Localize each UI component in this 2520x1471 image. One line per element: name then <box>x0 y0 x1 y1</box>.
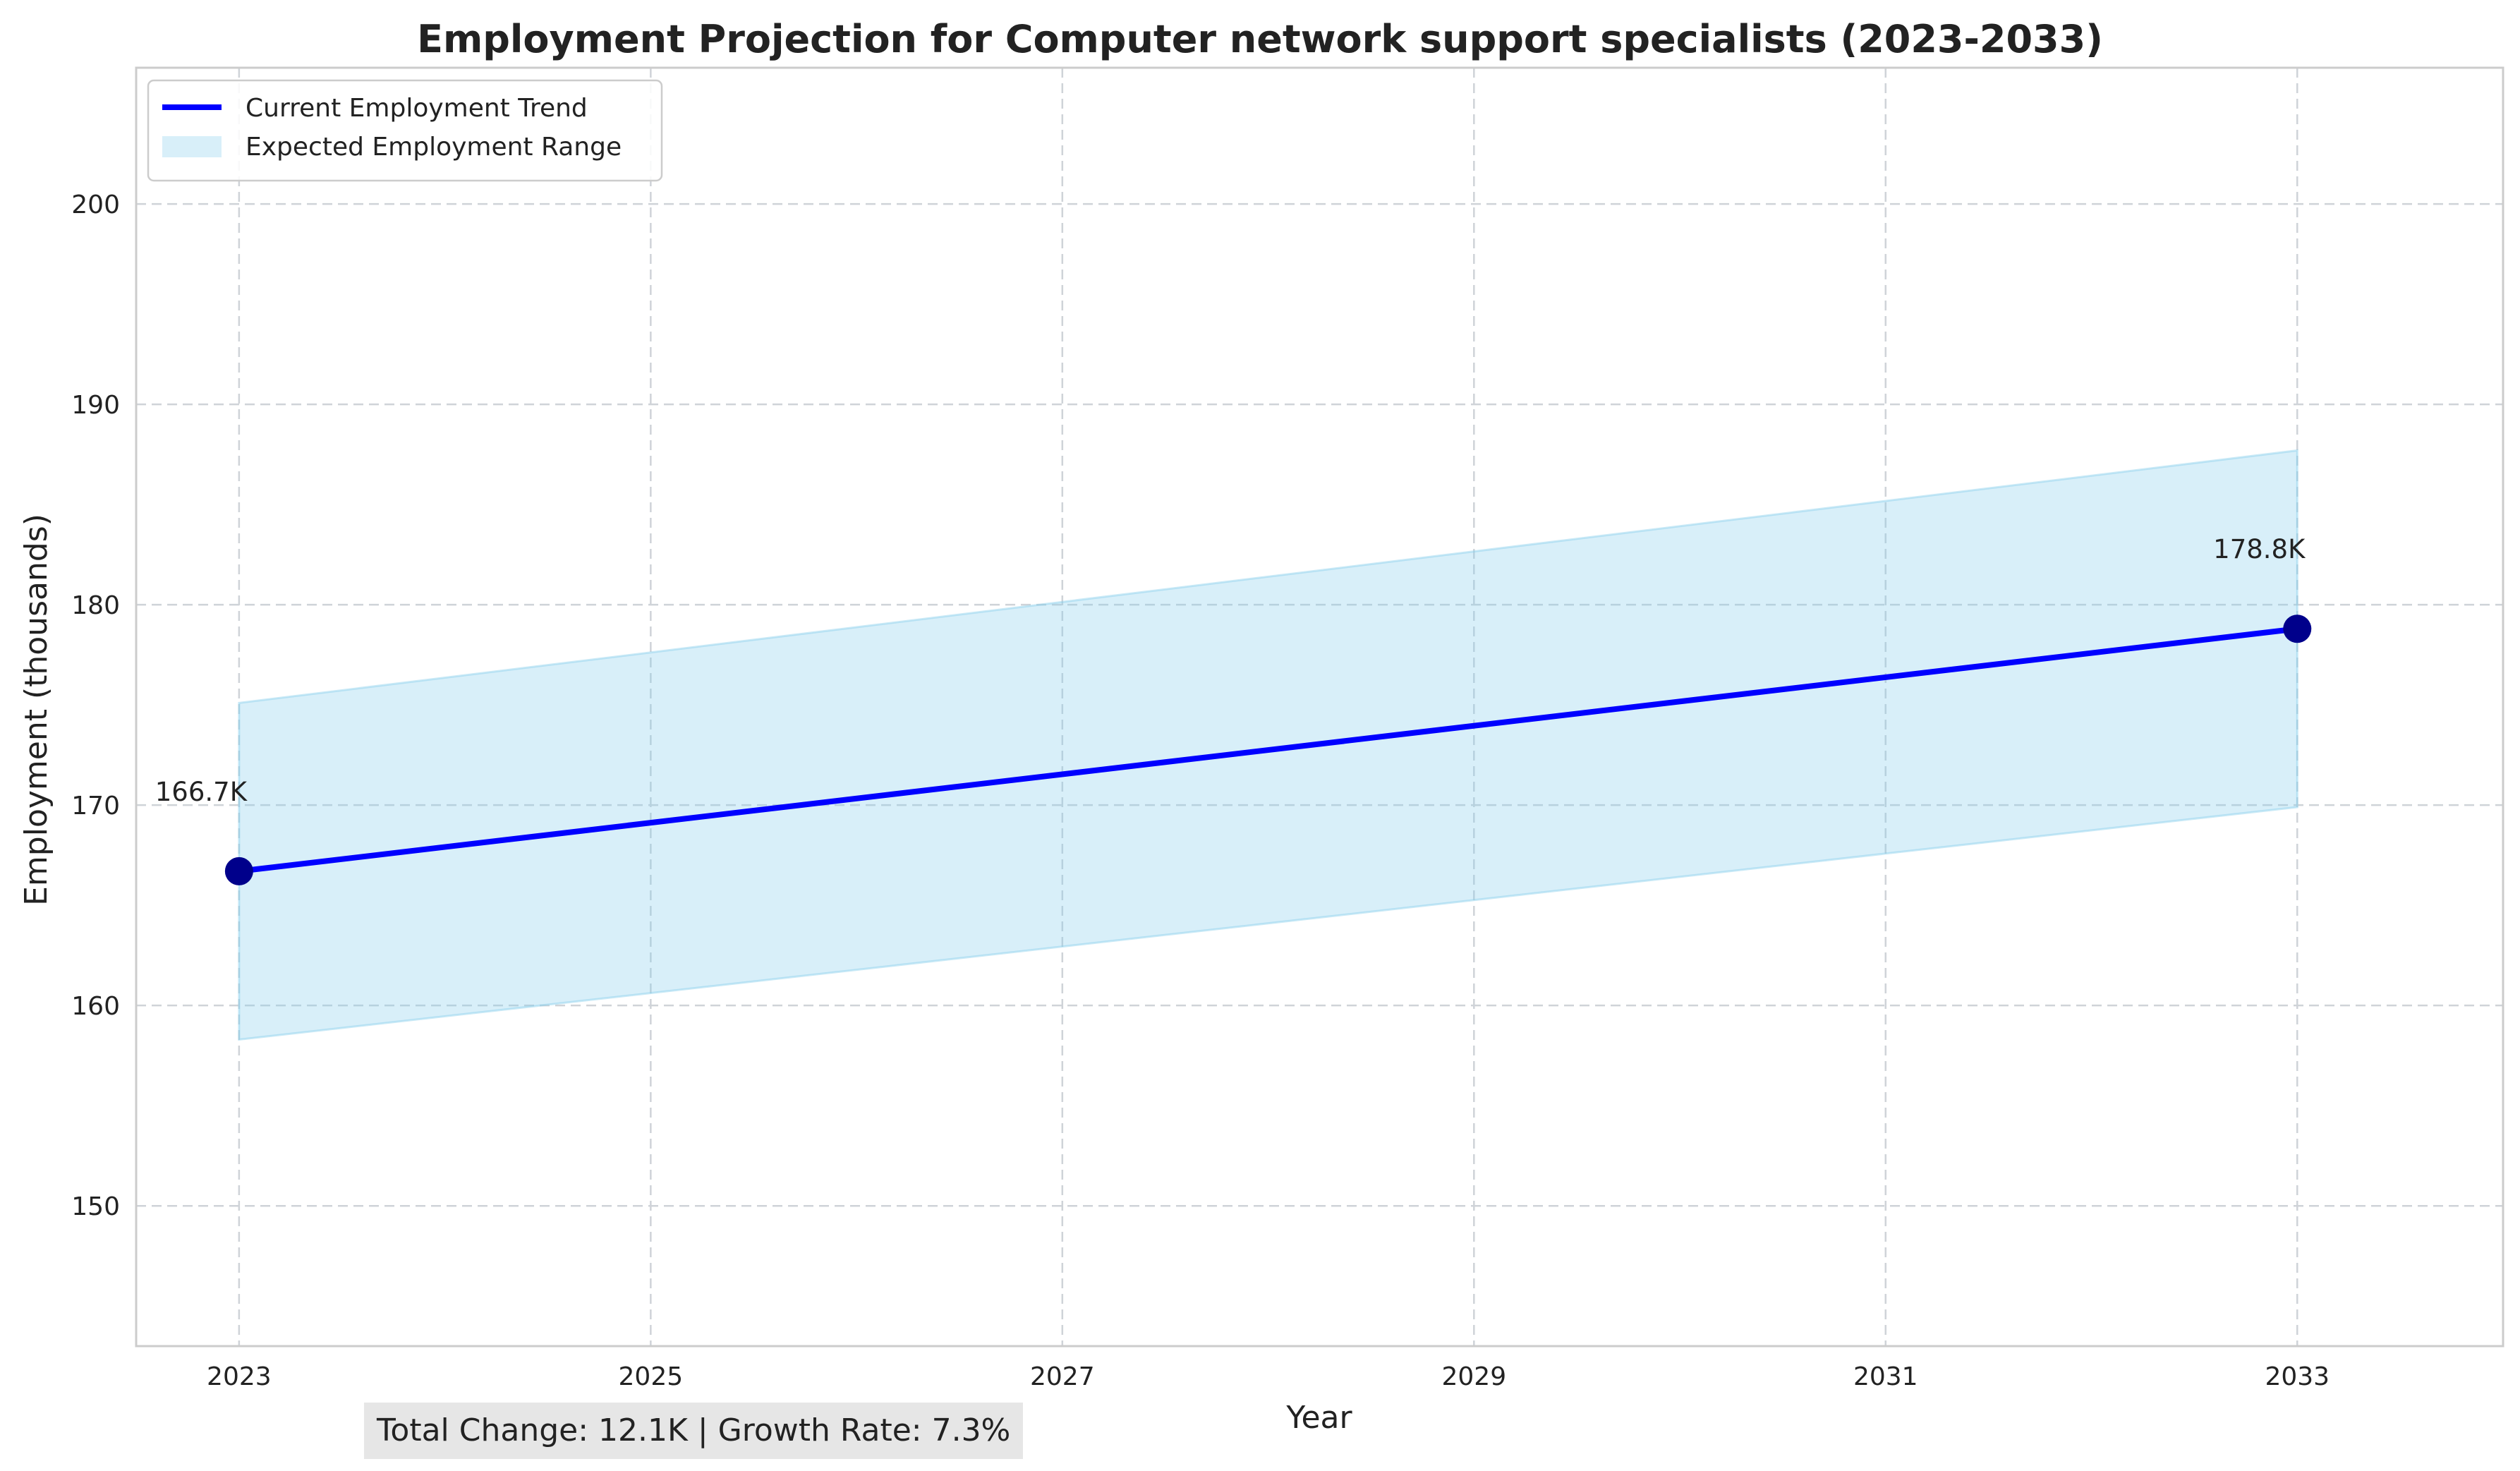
trend-line <box>236 626 2301 874</box>
x-tick-label: 2033 <box>2265 1362 2330 1391</box>
data-labels: 166.7K 178.8K <box>155 534 2306 807</box>
legend-frame <box>147 79 663 182</box>
legend-label-range: Expected Employment Range <box>246 133 622 162</box>
chart-title: Employment Projection for Computer netwo… <box>417 17 2103 61</box>
x-tick-label: 2025 <box>619 1362 684 1391</box>
expected-range-band-layer <box>238 449 2298 1041</box>
data-label: 166.7K <box>155 777 248 807</box>
x-axis-label: Year <box>1285 1400 1352 1436</box>
legend-label-trend: Current Employment Trend <box>246 94 588 123</box>
x-tick-label: 2027 <box>1030 1362 1095 1391</box>
x-tick-label: 2023 <box>207 1362 272 1391</box>
y-tick-label: 150 <box>71 1192 120 1221</box>
series-layer <box>224 615 2312 885</box>
y-tick-label: 200 <box>71 190 120 219</box>
y-tick-label: 190 <box>71 391 120 420</box>
data-label: 178.8K <box>2213 534 2306 564</box>
grid-lines <box>136 68 2503 1346</box>
expected-range-band <box>238 449 2298 1041</box>
tick-labels: 2023 2025 2027 2029 2031 2033 150 160 170 180 190 2… <box>71 190 2330 1391</box>
legend-swatch-range-band <box>162 136 222 157</box>
y-tick-label: 160 <box>71 992 120 1021</box>
plot-frame <box>135 66 2504 1348</box>
y-axis-label: Employment (thousands) <box>18 514 54 906</box>
data-point <box>224 856 253 885</box>
summary-annotation: Total Change: 12.1K | Growth Rate: 7.3% <box>364 1403 1024 1459</box>
y-tick-label: 180 <box>71 591 120 620</box>
x-tick-label: 2031 <box>1853 1362 1918 1391</box>
y-tick-label: 170 <box>71 792 120 821</box>
legend: Current Employment Trend Expected Employ… <box>147 79 663 182</box>
data-point <box>2283 615 2312 643</box>
axes-frame <box>135 66 2504 1348</box>
x-tick-label: 2029 <box>1441 1362 1506 1391</box>
